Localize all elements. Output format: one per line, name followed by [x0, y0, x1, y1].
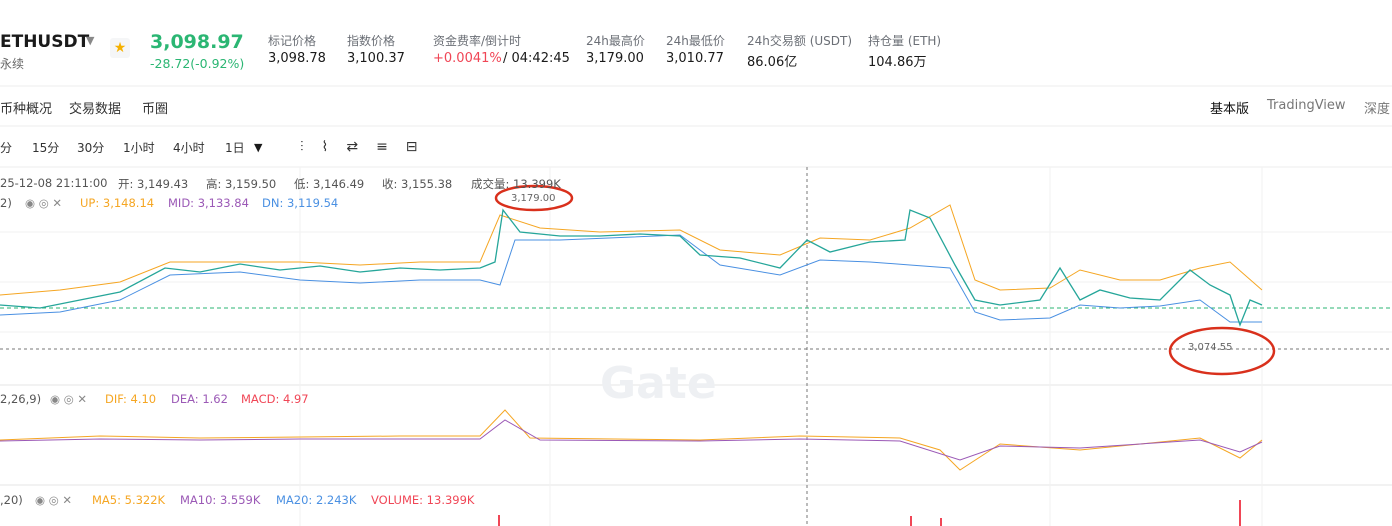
ohlc-open: 开: 3,149.43 — [118, 177, 189, 191]
stat-value: 104.86万 — [868, 55, 927, 70]
stat-label: 24h最低价 — [666, 34, 725, 48]
boll-params: 2) — [0, 196, 12, 210]
macd-params: 2,26,9) — [0, 392, 42, 406]
tab[interactable]: 交易数据 — [69, 102, 122, 117]
interval[interactable]: 15分 — [32, 141, 60, 155]
price-change: -28.72(-0.92%) — [150, 56, 245, 71]
boll-dn: DN: 3,119.54 — [262, 196, 339, 210]
boll-up — [0, 204, 1263, 296]
stat-value: 3,179.00 — [586, 51, 644, 66]
stat-label: 标记价格 — [268, 34, 317, 48]
indicator-controls[interactable]: ◉ ◎ ✕ — [35, 493, 73, 507]
interval[interactable]: 4小时 — [173, 141, 205, 155]
low-annotation: 3,074.55 — [1188, 342, 1233, 353]
macd-value: MACD: 4.97 — [241, 392, 309, 406]
vol-ma20: MA20: 2.243K — [276, 493, 357, 507]
interval[interactable]: 分 — [0, 141, 13, 155]
favorite-star[interactable]: ★ — [110, 38, 130, 58]
volume-params: ,20) — [0, 493, 23, 507]
macd-dif: DIF: 4.10 — [105, 392, 157, 406]
view-option[interactable]: TradingView — [1267, 98, 1346, 113]
interval[interactable]: 1小时 — [123, 141, 155, 155]
indicator-controls[interactable]: ◉ ◎ ✕ — [25, 196, 63, 210]
tab[interactable]: 币圈 — [142, 102, 169, 117]
high-annotation: 3,179.00 — [511, 193, 556, 204]
tab[interactable]: 币种概况 — [0, 102, 53, 117]
interval-dropdown[interactable]: ▼ — [254, 141, 263, 154]
stat-label: 24h最高价 — [586, 34, 645, 48]
vol-ma5: MA5: 5.322K — [92, 493, 166, 507]
interval[interactable]: 30分 — [77, 141, 105, 155]
macd-dea — [0, 419, 1263, 461]
grid — [0, 167, 1392, 526]
stat-label: 持仓量 (ETH) — [868, 34, 942, 48]
highlight-circle — [494, 184, 574, 212]
stat-value: 3,010.77 — [666, 51, 724, 66]
contract-type: 永续 — [0, 57, 25, 71]
stat-value: +0.0041% — [433, 51, 502, 66]
vol-current: VOLUME: 13.399K — [371, 493, 475, 507]
ohlc-close: 收: 3,155.38 — [382, 177, 453, 191]
view-option[interactable]: 基本版 — [1210, 102, 1250, 117]
toolbar-icons[interactable]: ⫶⌇⇄≡⊟ — [300, 139, 436, 155]
last-price: 3,098.97 — [150, 31, 244, 53]
indicator-controls[interactable]: ◉ ◎ ✕ — [50, 392, 88, 406]
watermark: Gate — [600, 358, 717, 409]
price-line — [0, 208, 1263, 327]
stat-label: 指数价格 — [347, 34, 396, 48]
boll-dn — [0, 234, 1262, 323]
boll-up: UP: 3,148.14 — [80, 196, 155, 210]
stat-value: 86.06亿 — [747, 55, 798, 70]
volume-bars — [498, 500, 1241, 526]
dropdown-icon[interactable]: ▼ — [86, 34, 95, 47]
highlight-circle — [1168, 326, 1276, 376]
macd-dif — [0, 409, 1263, 471]
stat-label: 24h交易额 (USDT) — [747, 34, 853, 48]
ohlc-time: 25-12-08 21:11:00 — [0, 176, 108, 190]
ohlc-volume: 成交量: 13.399K — [471, 177, 561, 191]
stat-label: 资金费率/倒计时 — [433, 34, 522, 48]
boll-mid: MID: 3,133.84 — [168, 196, 249, 210]
interval[interactable]: 1日 — [225, 141, 245, 155]
ohlc-low: 低: 3,146.49 — [294, 177, 365, 191]
vol-ma10: MA10: 3.559K — [180, 493, 261, 507]
stat-extra: / 04:42:45 — [503, 51, 570, 66]
view-option[interactable]: 深度 — [1364, 102, 1391, 117]
ohlc-high: 高: 3,159.50 — [206, 177, 277, 191]
symbol[interactable]: ETHUSDT — [0, 32, 90, 52]
stat-value: 3,100.37 — [347, 51, 405, 66]
macd-dea: DEA: 1.62 — [171, 392, 228, 406]
stat-value: 3,098.78 — [268, 51, 326, 66]
